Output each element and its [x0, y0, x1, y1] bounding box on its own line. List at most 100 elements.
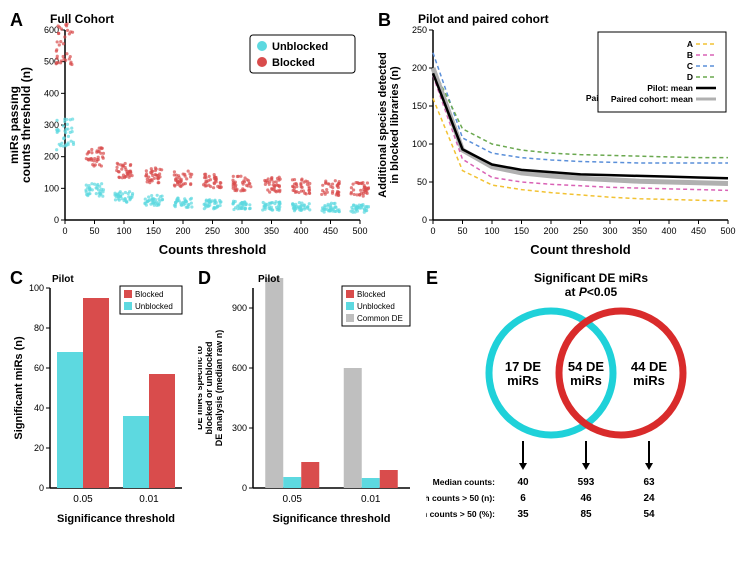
- panel-c: C Pilot 0 20 40 60 80 100 0.05 0.01 Blocked Unblo…: [10, 268, 190, 558]
- panel-d-chart: 0 300 600 900 0.05 0.01 Blocked Unblocked Common…: [198, 268, 418, 548]
- svg-text:0: 0: [430, 226, 435, 236]
- svg-text:Unblocked: Unblocked: [357, 302, 395, 311]
- bottom-row: C Pilot 0204060801000.050.01BlockedUnblo…: [10, 268, 738, 558]
- svg-text:Count threshold: Count threshold: [530, 242, 630, 257]
- svg-text:Significant miRs (n): Significant miRs (n): [13, 336, 25, 440]
- svg-text:50: 50: [417, 177, 427, 187]
- panel-a: A Full Cohort 05010015020025030035040045…: [10, 10, 370, 260]
- svg-text:100: 100: [412, 139, 427, 149]
- svg-text:400: 400: [44, 88, 59, 98]
- svg-text:B: B: [687, 50, 693, 60]
- svg-text:miRs with counts > 50 (n):: miRs with counts > 50 (n):: [426, 493, 495, 503]
- svg-text:40: 40: [34, 403, 44, 413]
- svg-text:Significant DE miRs: Significant DE miRs: [534, 271, 648, 285]
- svg-text:Unblocked: Unblocked: [272, 41, 328, 53]
- svg-text:0.01: 0.01: [361, 494, 381, 505]
- svg-text:400: 400: [293, 226, 308, 236]
- panel-c-chart: 0 20 40 60 80 100 0.05 0.01 Blocked Unblocked Sign…: [10, 268, 190, 548]
- panel-c-label: C: [10, 268, 23, 289]
- svg-text:300: 300: [234, 226, 249, 236]
- svg-text:A: A: [687, 39, 693, 49]
- svg-text:Unblocked: Unblocked: [135, 302, 173, 311]
- svg-text:100: 100: [44, 183, 59, 193]
- svg-text:100: 100: [484, 226, 499, 236]
- svg-text:0: 0: [242, 483, 247, 493]
- svg-text:17 DEmiRs: 17 DEmiRs: [505, 359, 541, 388]
- svg-text:0: 0: [54, 215, 59, 225]
- svg-text:Counts threshold: Counts threshold: [159, 242, 267, 257]
- panel-b: B Pilot and paired cohort 05010015020025…: [378, 10, 738, 260]
- figure-grid: A Full Cohort 05010015020025030035040045…: [10, 10, 737, 558]
- svg-text:250: 250: [412, 25, 427, 35]
- svg-text:100: 100: [29, 283, 44, 293]
- svg-text:54 DEmiRs: 54 DEmiRs: [568, 359, 604, 388]
- svg-text:Blocked: Blocked: [272, 57, 315, 69]
- svg-text:400: 400: [661, 226, 676, 236]
- panel-d: D Pilot 03006009000.050.01BlockedUnblock…: [198, 268, 418, 558]
- svg-text:200: 200: [175, 226, 190, 236]
- svg-text:85: 85: [580, 509, 592, 520]
- panel-e-label: E: [426, 268, 438, 289]
- svg-text:150: 150: [514, 226, 529, 236]
- panel-a-chart: 0501001502002503003504004505000100200300…: [10, 10, 370, 260]
- svg-text:Significance threshold: Significance threshold: [57, 513, 175, 525]
- svg-text:900: 900: [232, 303, 247, 313]
- svg-text:Additional species detectedin: Additional species detectedin blocked li…: [378, 52, 401, 197]
- svg-text:0: 0: [39, 483, 44, 493]
- svg-text:300: 300: [232, 423, 247, 433]
- svg-text:0.01: 0.01: [139, 494, 159, 505]
- svg-text:Paired cohort: mean: Paired cohort: mean: [611, 94, 693, 104]
- svg-text:80: 80: [34, 323, 44, 333]
- svg-text:0: 0: [62, 226, 67, 236]
- svg-text:300: 300: [602, 226, 617, 236]
- svg-text:200: 200: [44, 152, 59, 162]
- svg-text:500: 500: [352, 226, 367, 236]
- svg-text:40: 40: [517, 477, 529, 488]
- svg-text:60: 60: [34, 363, 44, 373]
- svg-text:100: 100: [116, 226, 131, 236]
- svg-text:150: 150: [146, 226, 161, 236]
- panel-b-title: Pilot and paired cohort: [418, 12, 549, 26]
- svg-text:593: 593: [578, 477, 595, 488]
- svg-text:miRs passingcounts threshold (: miRs passingcounts threshold (n): [10, 67, 33, 183]
- svg-text:6: 6: [520, 493, 526, 504]
- panel-e-venn: Significant DE miRsat P<0.05 17 DEmiRs 54 …: [426, 268, 726, 558]
- svg-text:450: 450: [323, 226, 338, 236]
- svg-text:600: 600: [232, 363, 247, 373]
- panel-b-label: B: [378, 10, 391, 31]
- svg-text:250: 250: [573, 226, 588, 236]
- svg-text:44 DEmiRs: 44 DEmiRs: [631, 359, 667, 388]
- svg-text:250: 250: [205, 226, 220, 236]
- svg-text:at P<0.05: at P<0.05: [565, 285, 618, 299]
- svg-text:350: 350: [632, 226, 647, 236]
- panel-d-title: Pilot: [258, 274, 280, 285]
- svg-text:0.05: 0.05: [73, 494, 93, 505]
- svg-text:0: 0: [422, 215, 427, 225]
- svg-text:500: 500: [720, 226, 735, 236]
- svg-text:50: 50: [457, 226, 467, 236]
- panel-b-chart: 0501001502002503003504004505000501001502…: [378, 10, 738, 260]
- svg-text:0.05: 0.05: [283, 494, 303, 505]
- svg-text:24: 24: [643, 493, 655, 504]
- svg-text:DE miRs specific toblocked or: DE miRs specific toblocked or unblockedD…: [198, 330, 224, 447]
- svg-text:450: 450: [691, 226, 706, 236]
- svg-text:Significance threshold: Significance threshold: [273, 513, 391, 525]
- svg-text:63: 63: [643, 477, 655, 488]
- svg-text:Common DE: Common DE: [357, 314, 403, 323]
- svg-text:150: 150: [412, 101, 427, 111]
- panel-e: E Significant DE miRsat P<0.05 17 DEmiRs 5…: [426, 268, 726, 558]
- svg-text:350: 350: [264, 226, 279, 236]
- panel-a-title: Full Cohort: [50, 12, 114, 26]
- svg-text:54: 54: [643, 509, 655, 520]
- svg-text:Blocked: Blocked: [135, 290, 163, 299]
- svg-text:C: C: [687, 61, 693, 71]
- svg-text:Pilot: mean: Pilot: mean: [647, 83, 693, 93]
- svg-text:D: D: [687, 72, 693, 82]
- panel-c-title: Pilot: [52, 274, 74, 285]
- svg-text:Median counts:: Median counts:: [433, 477, 496, 487]
- svg-text:20: 20: [34, 443, 44, 453]
- panel-a-label: A: [10, 10, 23, 31]
- svg-text:50: 50: [89, 226, 99, 236]
- svg-text:Blocked: Blocked: [357, 290, 385, 299]
- svg-text:35: 35: [517, 509, 529, 520]
